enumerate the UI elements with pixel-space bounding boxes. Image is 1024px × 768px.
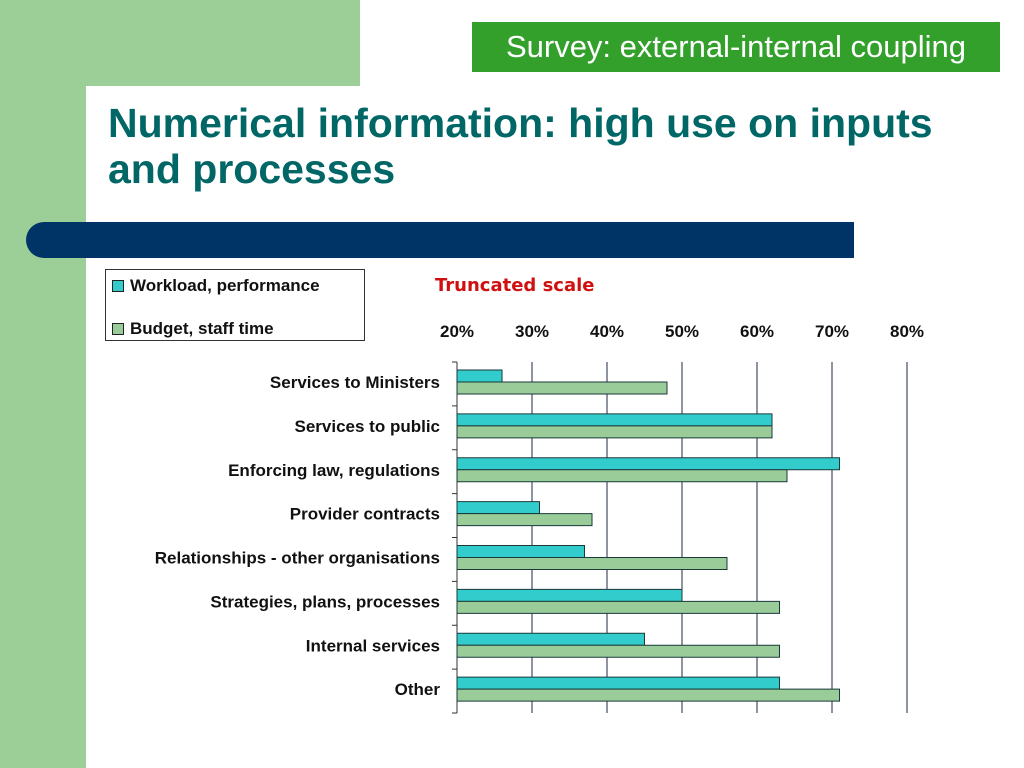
category-label: Strategies, plans, processes: [210, 592, 440, 611]
bar-workload: [456, 632, 645, 646]
bar-workload: [456, 676, 780, 690]
bar-workload: [456, 588, 683, 602]
bar-workload: [456, 457, 840, 471]
bar-workload: [456, 369, 503, 383]
slide-title: Numerical information: high use on input…: [108, 100, 933, 192]
bar-workload: [456, 501, 540, 515]
legend-label-budget: Budget, staff time: [130, 319, 274, 338]
bar-budget: [456, 644, 780, 658]
bar-budget: [456, 688, 840, 702]
x-tick-label: 20%: [440, 322, 474, 341]
bar-budget: [456, 381, 668, 395]
survey-tag: Survey: external-internal coupling: [472, 22, 1000, 72]
truncated-scale-note: Truncated scale: [435, 275, 595, 296]
bar-budget: [456, 425, 773, 439]
legend-label-workload: Workload, performance: [130, 276, 320, 295]
x-tick-label: 40%: [590, 322, 624, 341]
x-tick-label: 50%: [665, 322, 699, 341]
bar-budget: [456, 513, 593, 527]
bar-workload: [456, 545, 585, 558]
background-green-top: [0, 0, 360, 86]
background-white-curve: [86, 86, 206, 206]
category-label: Enforcing law, regulations: [228, 461, 440, 480]
title-rule: [26, 222, 854, 258]
category-label: Services to Ministers: [270, 373, 440, 392]
x-tick-label: 30%: [515, 322, 549, 341]
x-tick-label: 60%: [740, 322, 774, 341]
category-label: Provider contracts: [290, 505, 440, 524]
category-label: Services to public: [295, 417, 441, 436]
legend-item-budget: Budget, staff time: [112, 319, 274, 339]
bar-workload: [456, 413, 773, 427]
category-label: Internal services: [306, 636, 440, 655]
x-tick-label: 70%: [815, 322, 849, 341]
category-label: Relationships - other organisations: [155, 549, 440, 568]
bar-budget: [456, 557, 728, 570]
legend-swatch-workload: [112, 280, 124, 292]
category-label: Other: [395, 680, 441, 699]
chart-legend: Workload, performance Budget, staff time: [105, 269, 365, 341]
legend-item-workload: Workload, performance: [112, 276, 320, 296]
legend-swatch-budget: [112, 323, 124, 335]
x-tick-label: 80%: [890, 322, 924, 341]
bar-budget: [456, 469, 788, 483]
background-green-strip: [0, 0, 86, 768]
bar-budget: [456, 600, 780, 614]
